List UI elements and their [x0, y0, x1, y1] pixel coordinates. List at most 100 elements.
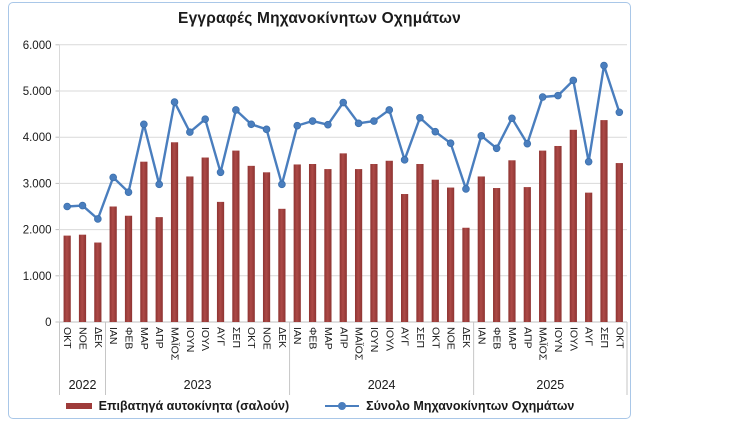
x-axis-month-label: ΙΑΝ [291, 327, 303, 345]
y-axis-label: 2.000 [23, 225, 52, 237]
line-marker [262, 125, 271, 134]
bar [170, 142, 179, 322]
x-axis-month-label: ΙΟΥΛ [383, 327, 395, 351]
x-axis-month-label: ΙΟΥΛ [567, 327, 579, 351]
x-axis-month-label: ΝΟΕ [445, 327, 457, 350]
x-axis-month-label: ΙΟΥΝ [184, 327, 196, 352]
legend-bar-label: Επιβατηγά αυτοκίνητα (σαλούν) [98, 399, 290, 413]
x-axis-month-label: ΣΕΠ [230, 327, 242, 348]
x-axis-month-label: ΙΟΥΝ [552, 327, 564, 352]
line-marker [584, 157, 593, 166]
bar [385, 160, 393, 322]
line-marker [186, 128, 194, 136]
x-axis-month-label: ΜΑΡ [322, 327, 334, 350]
x-axis-month-label: ΑΥΓ [215, 327, 227, 346]
x-axis-month-label: ΜΑΪΟΣ [353, 327, 365, 361]
x-axis-month-label: ΦΕΒ [307, 327, 319, 349]
bar [324, 169, 332, 322]
line-marker [339, 98, 348, 107]
x-axis-month-label: ΑΠΡ [337, 327, 349, 349]
chart-title: Εγγραφές Μηχανοκίνητων Οχημάτων [178, 10, 461, 27]
bar [431, 179, 439, 322]
y-axis-label: 1.000 [23, 271, 52, 283]
line-marker [600, 61, 608, 70]
x-axis-month-label: ΑΥΓ [399, 327, 411, 346]
x-axis-month-label: ΜΑΡ [138, 327, 150, 350]
line-marker [400, 156, 409, 164]
bar [539, 150, 547, 322]
bar [124, 215, 133, 322]
legend-line-label: Σύνολο Μηχανοκίνητων Οχημάτων [366, 399, 575, 413]
x-axis-month-label: ΙΟΥΝ [368, 327, 380, 352]
x-axis-year-label: 2025 [536, 378, 564, 392]
x-axis-month-label: ΑΥΓ [583, 327, 595, 346]
line-marker [446, 139, 455, 148]
x-axis-month-label: ΙΑΝ [475, 327, 487, 345]
line-marker [308, 117, 317, 125]
bar [78, 234, 87, 322]
x-axis-month-label: ΝΟΕ [261, 327, 273, 350]
line-marker [416, 113, 424, 122]
line-marker [216, 168, 225, 177]
legend-item-bars: Επιβατηγά αυτοκίνητα (σαλούν) [65, 399, 290, 413]
line-marker [554, 91, 562, 100]
line-marker [569, 76, 578, 85]
line-marker [247, 120, 256, 129]
legend-bar-swatch [65, 403, 92, 409]
bar [370, 163, 378, 322]
bar [447, 187, 455, 322]
legend: Επιβατηγά αυτοκίνητα (σαλούν) Σύνολο Μηχ… [10, 399, 630, 413]
line-marker [278, 180, 286, 189]
line-marker [354, 119, 363, 128]
y-axis-label: 0 [45, 317, 51, 329]
line-marker [538, 93, 547, 101]
line-marker [78, 201, 87, 210]
line-marker [508, 114, 516, 123]
line-marker [523, 139, 532, 148]
x-axis-month-label: ΣΕΠ [598, 327, 610, 348]
line-marker [155, 180, 163, 189]
line-marker [477, 132, 486, 140]
bar [477, 176, 485, 322]
bar [201, 157, 209, 322]
line-marker [370, 117, 378, 125]
bar [600, 120, 608, 322]
x-axis-month-label: ΟΚΤ [245, 327, 257, 349]
bar [278, 208, 286, 322]
bar [63, 235, 71, 322]
bar [508, 160, 516, 322]
y-axis-label: 3.000 [23, 178, 52, 190]
x-axis-month-label: ΦΕΒ [491, 327, 503, 349]
legend-item-line: Σύνολο Μηχανοκίνητων Οχημάτων [325, 399, 574, 413]
bar [140, 161, 148, 322]
y-axis-label: 5.000 [23, 86, 52, 98]
bar [247, 165, 255, 322]
line-marker [385, 106, 394, 114]
bar [232, 150, 240, 322]
bar [493, 188, 501, 322]
line-marker [124, 188, 133, 196]
x-axis-month-label: ΟΚΤ [613, 327, 625, 349]
legend-line-swatch [325, 401, 360, 410]
x-axis-month-label: ΜΑΪΟΣ [537, 327, 549, 361]
line-marker [94, 215, 102, 223]
x-axis-month-label: ΟΚΤ [429, 327, 441, 349]
x-axis-year-label: 2023 [184, 378, 212, 392]
line-marker [324, 120, 332, 129]
x-axis-month-label: ΙΟΥΛ [199, 327, 211, 351]
bar [615, 163, 623, 322]
x-axis-month-label: ΣΕΠ [414, 327, 426, 348]
bar [339, 153, 347, 322]
y-axis-label: 6.000 [23, 40, 52, 52]
bar [155, 217, 163, 322]
bar [186, 176, 194, 322]
bar [109, 206, 117, 322]
line-marker [232, 106, 240, 114]
x-axis-month-label: ΙΑΝ [107, 327, 119, 345]
bar [308, 163, 317, 322]
bar [262, 172, 271, 322]
x-axis-month-label: ΔΕΚ [92, 327, 104, 348]
x-axis-month-label: ΑΠΡ [153, 327, 165, 349]
x-axis-month-label: ΟΚΤ [61, 327, 73, 349]
